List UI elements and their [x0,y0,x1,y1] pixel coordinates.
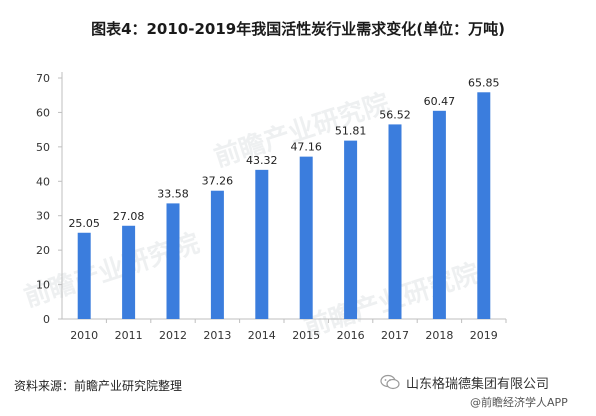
data-label: 47.16 [290,141,322,154]
data-label: 56.52 [379,108,411,121]
x-tick-label: 2018 [425,329,453,342]
y-tick-label: 10 [36,279,50,292]
bar-chart: 0 10 20 30 40 50 60 70 25.05 2010 27.08 2011 33.58 20… [36,72,507,342]
bar [344,140,358,319]
bar [255,169,269,319]
x-tick-label: 2014 [248,329,276,342]
data-label: 37.26 [202,175,234,188]
x-tick-label: 2016 [337,329,365,342]
y-tick-label: 70 [36,72,50,85]
bar [388,124,402,319]
data-label: 43.32 [246,154,278,167]
bar [432,110,446,319]
y-tick-label: 50 [36,141,50,154]
bar [210,190,224,319]
x-tick-label: 2012 [159,329,187,342]
footer-brand-text: 山东格瑞德集团有限公司 [406,376,550,392]
bar [77,232,91,319]
data-label: 65.85 [468,76,500,89]
bar [122,225,136,319]
data-label: 60.47 [424,95,456,108]
x-tick-label: 2011 [115,329,143,342]
x-tick-label: 2017 [381,329,409,342]
y-tick-label: 60 [36,106,50,119]
bar [166,203,180,319]
data-label: 51.81 [335,125,367,138]
data-label: 25.05 [68,217,100,230]
footer-sub: @前瞻经济学人APP [470,396,568,409]
y-tick-label: 40 [36,175,50,188]
footer-brand: 山东格瑞德集团有限公司 [376,370,556,394]
x-tick-label: 2013 [203,329,231,342]
y-tick-label: 20 [36,244,50,257]
wechat-icon [380,374,400,390]
y-tick-label: 0 [43,313,50,326]
bar [299,156,313,319]
source-note: 资料来源：前瞻产业研究院整理 [14,379,183,393]
chart-title: 图表4：2010-2019年我国活性炭行业需求变化(单位：万吨) [91,20,505,38]
y-tick-label: 30 [36,210,50,223]
data-label: 33.58 [157,187,189,200]
x-tick-label: 2015 [292,329,320,342]
data-label: 27.08 [113,210,145,223]
x-tick-label: 2010 [70,329,98,342]
bar [477,92,491,319]
x-tick-label: 2019 [470,329,498,342]
